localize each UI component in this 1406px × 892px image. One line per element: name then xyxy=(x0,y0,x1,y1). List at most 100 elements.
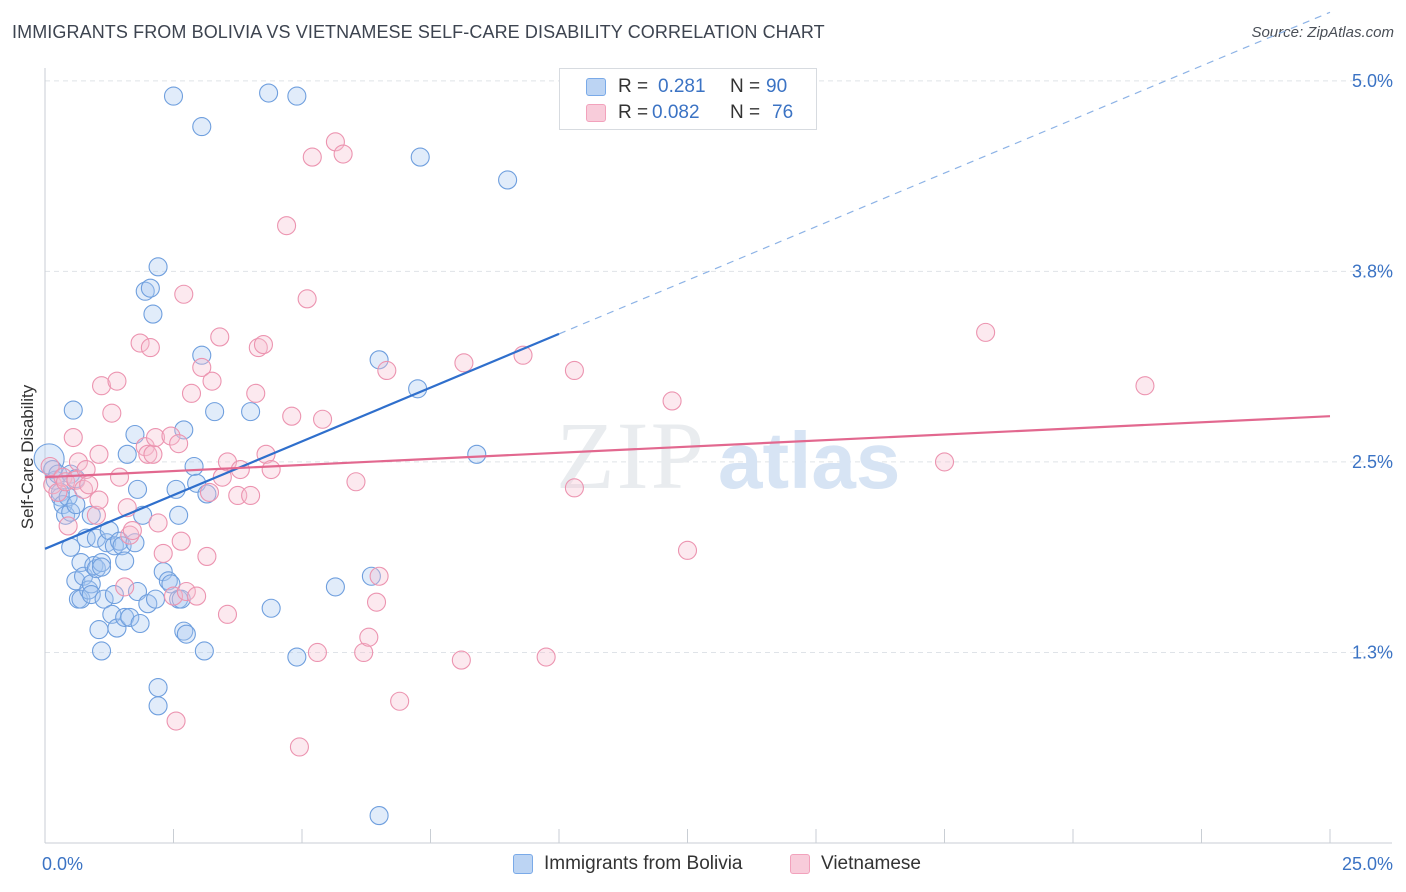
bolivia-point xyxy=(89,620,109,640)
bolivia-point xyxy=(84,556,104,576)
vietnamese-point xyxy=(369,566,389,586)
bolivia-swatch xyxy=(586,78,606,96)
y-axis-label: Self-Care Disability xyxy=(18,384,37,529)
vietnamese-point xyxy=(564,360,584,381)
vietnamese-point xyxy=(390,691,410,711)
vietnamese-point xyxy=(217,604,238,624)
vietnamese-point xyxy=(325,132,345,152)
vietnamese-point xyxy=(176,581,196,602)
vietnamese-point xyxy=(277,216,297,236)
source-credit: Source: ZipAtlas.com xyxy=(1251,24,1394,41)
vietnamese-point xyxy=(451,650,471,670)
vietnamese-point xyxy=(89,490,109,510)
vietnamese-point xyxy=(115,577,135,597)
y-tick-label: 5.0% xyxy=(1352,71,1393,91)
vietnamese-point xyxy=(107,371,127,391)
vietnamese-point xyxy=(307,642,327,663)
stats-row-vietnamese: R = 0.082 N = 76 xyxy=(586,101,806,127)
vietnamese-point xyxy=(454,353,474,373)
bolivia-point xyxy=(498,170,518,190)
vietnamese-point xyxy=(187,586,207,606)
bolivia-point xyxy=(174,621,194,641)
vietnamese-point xyxy=(166,711,186,731)
bolivia-point xyxy=(148,257,168,277)
bolivia-point xyxy=(369,350,389,370)
vietnamese-point xyxy=(241,485,261,506)
bolivia-point xyxy=(325,577,345,597)
series-legend: Immigrants from Bolivia Vietnamese xyxy=(0,852,1406,878)
y-tick-label: 1.3% xyxy=(1352,642,1393,662)
vietnamese-point xyxy=(163,586,184,606)
bolivia-point xyxy=(259,83,279,103)
vietnamese-point xyxy=(677,540,698,560)
bolivia-point xyxy=(176,624,196,644)
bolivia-point xyxy=(130,613,150,634)
vietnamese-swatch xyxy=(586,104,606,122)
bolivia-point xyxy=(145,589,166,609)
vietnamese-point xyxy=(210,327,230,347)
n-label: N = xyxy=(730,76,761,97)
bolivia-point xyxy=(91,552,112,573)
bolivia-point xyxy=(158,571,178,591)
bolivia-point xyxy=(66,495,86,515)
legend-label-vietnamese: Vietnamese xyxy=(821,853,921,874)
x-tick-label: 0.0% xyxy=(42,854,83,874)
r-value-bolivia: 0.281 xyxy=(658,76,706,97)
vietnamese-point xyxy=(289,737,309,757)
vietnamese-point xyxy=(282,406,302,426)
vietnamese-point xyxy=(181,383,202,403)
vietnamese-point xyxy=(377,360,397,381)
watermark: ZIP atlas xyxy=(556,402,900,509)
vietnamese-point xyxy=(261,460,281,480)
vietnamese-point xyxy=(246,383,266,403)
bolivia-point xyxy=(205,402,225,422)
bolivia-point xyxy=(127,479,148,499)
vietnamese-point xyxy=(63,427,83,448)
bolivia-point xyxy=(115,551,135,571)
bolivia-point xyxy=(135,281,155,301)
bolivia-point xyxy=(467,444,487,464)
vietnamese-point xyxy=(174,284,194,304)
vietnamese-point xyxy=(302,147,322,167)
legend-label-bolivia: Immigrants from Bolivia xyxy=(544,853,743,874)
vietnamese-point xyxy=(153,543,173,563)
vietnamese-point xyxy=(366,592,387,612)
bolivia-point xyxy=(410,147,430,167)
vietnamese-legend-swatch xyxy=(790,854,810,874)
vietnamese-trend-line xyxy=(44,415,1331,479)
vietnamese-point xyxy=(161,426,181,446)
bolivia-point xyxy=(127,581,148,602)
series-vietnamese-points xyxy=(40,132,1155,757)
vietnamese-point xyxy=(197,546,217,566)
legend-item-bolivia[interactable]: Immigrants from Bolivia xyxy=(513,852,763,876)
legend-item-vietnamese[interactable]: Vietnamese xyxy=(790,852,940,876)
vietnamese-point xyxy=(248,338,268,358)
bolivia-point xyxy=(81,584,101,605)
vietnamese-point xyxy=(171,531,191,551)
stats-row-bolivia: R = 0.281 N = 90 xyxy=(586,75,806,101)
vietnamese-point xyxy=(122,520,142,541)
bolivia-point xyxy=(120,607,140,627)
bolivia-point xyxy=(143,304,163,324)
vietnamese-point xyxy=(199,482,220,502)
vietnamese-point xyxy=(202,371,222,391)
bolivia-trend-line xyxy=(44,332,560,550)
bolivia-point xyxy=(241,402,261,422)
vietnamese-point xyxy=(354,642,374,663)
vietnamese-point xyxy=(169,434,189,454)
vietnamese-point xyxy=(143,444,163,464)
r-value-vietnamese: 0.082 xyxy=(652,102,700,123)
bolivia-point xyxy=(81,574,101,594)
vietnamese-point xyxy=(297,289,317,309)
vietnamese-point xyxy=(564,478,584,498)
vietnamese-point xyxy=(68,452,88,472)
watermark-zip: ZIP xyxy=(556,402,706,509)
vietnamese-point xyxy=(130,333,150,353)
n-value-vietnamese: 76 xyxy=(772,102,794,123)
vietnamese-point xyxy=(140,338,160,358)
bolivia-point xyxy=(125,424,145,445)
bolivia-trend-extension xyxy=(558,11,1331,335)
n-value-bolivia: 90 xyxy=(766,76,788,97)
bolivia-point xyxy=(117,444,137,464)
x-tick-label: 25.0% xyxy=(1342,854,1393,874)
